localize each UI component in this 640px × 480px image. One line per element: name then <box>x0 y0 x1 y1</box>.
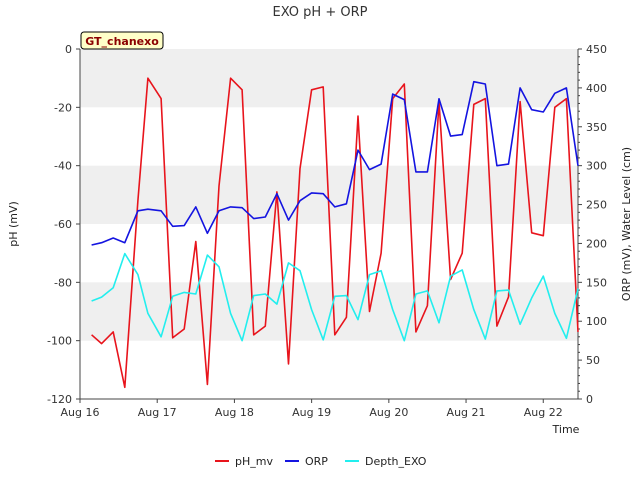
grid-band <box>80 49 578 108</box>
x-tick-label: Aug 16 <box>61 406 100 419</box>
right-tick-label: 250 <box>586 199 607 212</box>
left-tick-label: -60 <box>54 218 72 231</box>
right-tick-label: 100 <box>586 315 607 328</box>
right-tick-label: 300 <box>586 160 607 173</box>
left-axis: 0 -20 -40 -60 -80 -100 -120 <box>47 43 80 406</box>
series-layer <box>91 77 579 389</box>
right-tick-label: 350 <box>586 121 607 134</box>
right-tick-label: 0 <box>586 393 593 406</box>
left-tick-label: -120 <box>47 393 72 406</box>
left-tick-label: -80 <box>54 276 72 289</box>
x-tick-label: Aug 21 <box>447 406 486 419</box>
right-axis-title: ORP (mV), Water Level (cm) <box>620 147 633 301</box>
station-badge-label: GT_chanexo <box>85 35 159 48</box>
left-tick-label: -40 <box>54 160 72 173</box>
left-axis-title: pH (mV) <box>7 201 20 247</box>
legend-label: pH_mv <box>235 455 273 468</box>
legend-label: Depth_EXO <box>365 455 427 468</box>
x-tick-label: Aug 18 <box>215 406 254 419</box>
right-tick-label: 450 <box>586 43 607 56</box>
x-tick-label: Aug 22 <box>524 406 563 419</box>
right-axis: 450 400 350 300 250 200 150 100 50 0 <box>578 43 607 406</box>
legend-label: ORP <box>305 455 328 468</box>
x-tick-label: Aug 17 <box>138 406 177 419</box>
x-axis: Aug 16 Aug 17 Aug 18 Aug 19 Aug 20 Aug 21 Aug … <box>61 399 563 419</box>
right-tick-label: 50 <box>586 354 600 367</box>
x-tick-label: Aug 19 <box>292 406 331 419</box>
left-tick-label: -20 <box>54 101 72 114</box>
series-line-depth-exo <box>91 252 579 342</box>
right-tick-label: 200 <box>586 237 607 250</box>
left-tick-label: 0 <box>65 43 72 56</box>
x-axis-title: Time <box>552 423 580 436</box>
series-line-ph-mv <box>91 77 579 389</box>
chart-title: EXO pH + ORP <box>273 5 368 20</box>
right-tick-label: 150 <box>586 276 607 289</box>
right-tick-label: 400 <box>586 82 607 95</box>
left-tick-label: -100 <box>47 335 72 348</box>
legend: pH_mv ORP Depth_EXO <box>215 455 427 468</box>
station-badge: GT_chanexo <box>80 31 164 50</box>
x-tick-label: Aug 20 <box>369 406 408 419</box>
station-badge-box <box>80 31 164 50</box>
series-line-orp <box>91 80 579 246</box>
